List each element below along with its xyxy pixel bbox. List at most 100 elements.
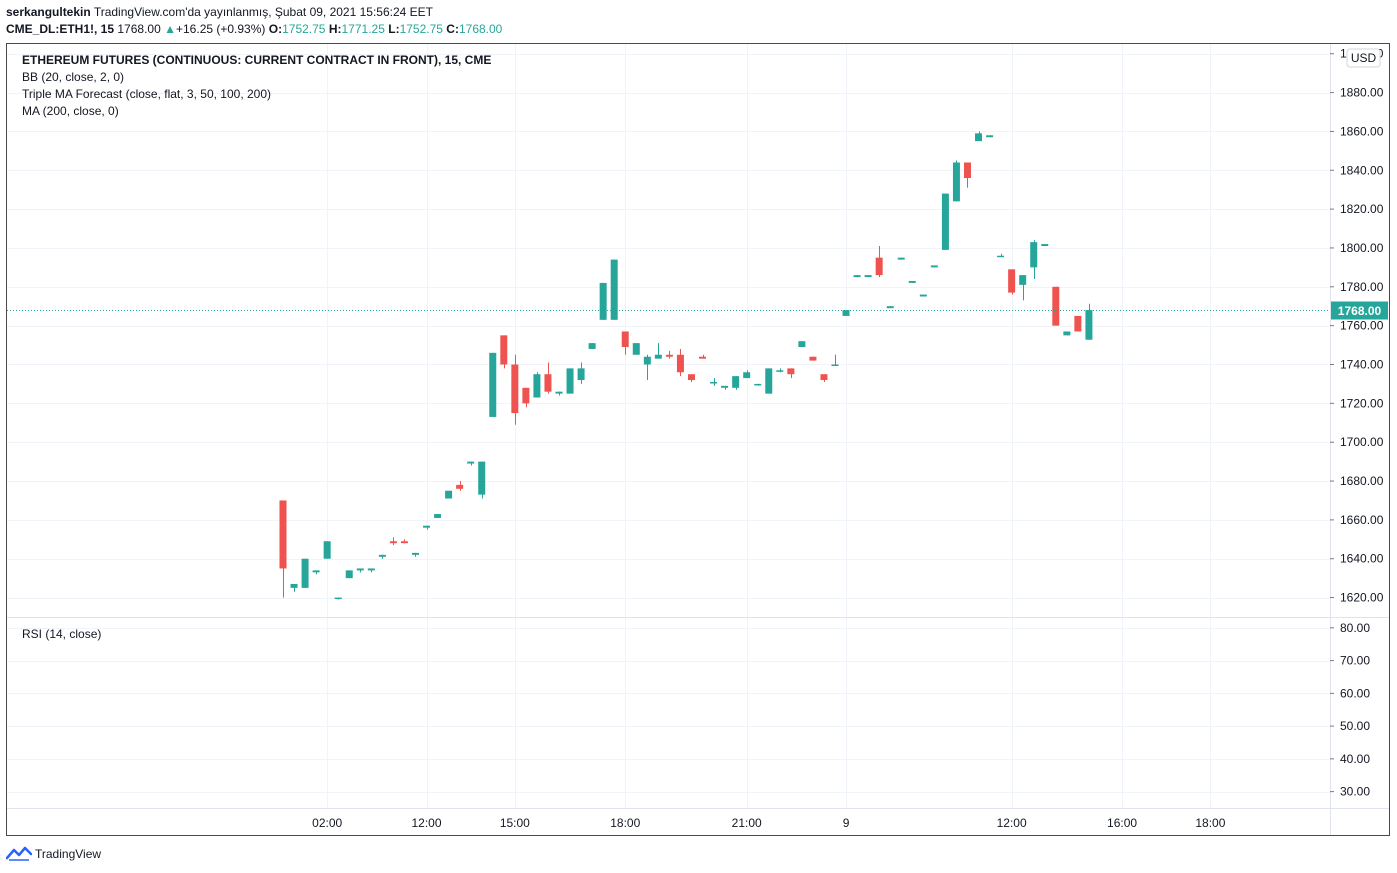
price-axis-label: 1680.00 <box>1340 474 1384 488</box>
candle-body[interactable] <box>621 331 629 348</box>
candle-body[interactable] <box>754 383 762 386</box>
candle-body[interactable] <box>963 162 971 179</box>
candle-body[interactable] <box>434 514 442 518</box>
candle-body[interactable] <box>445 490 453 499</box>
candle-body[interactable] <box>765 368 773 394</box>
candle-body[interactable] <box>643 356 651 365</box>
candle-body[interactable] <box>367 568 375 571</box>
candle-body[interactable] <box>1052 286 1060 326</box>
candle-body[interactable] <box>732 376 740 388</box>
candle-body[interactable] <box>610 259 618 320</box>
time-axis-label: 12:00 <box>997 816 1027 830</box>
price-axis-label: 1800.00 <box>1340 241 1384 255</box>
candle-body[interactable] <box>798 341 806 348</box>
candle-body[interactable] <box>400 541 408 544</box>
candle-body[interactable] <box>908 280 916 283</box>
candle-body[interactable] <box>411 552 419 555</box>
candle-body[interactable] <box>687 374 695 381</box>
series-title[interactable]: ETHEREUM FUTURES (CONTINUOUS: CURRENT CO… <box>22 53 492 67</box>
low-label: L: <box>388 22 400 36</box>
candle-body[interactable] <box>1030 242 1038 268</box>
candle-body[interactable] <box>952 162 960 202</box>
candle-body[interactable] <box>301 558 309 588</box>
candle-body[interactable] <box>489 352 497 417</box>
candle-body[interactable] <box>1074 315 1082 332</box>
candle-body[interactable] <box>456 484 464 489</box>
candle-body[interactable] <box>389 541 397 544</box>
candle-body[interactable] <box>886 306 894 309</box>
rsi-axis-label: 70.00 <box>1340 654 1370 668</box>
candle-body[interactable] <box>875 257 883 276</box>
candle-body[interactable] <box>533 374 541 398</box>
candle-body[interactable] <box>654 354 662 359</box>
candle-body[interactable] <box>632 343 640 355</box>
candle-body[interactable] <box>312 570 320 573</box>
publish-line: serkangultekin TradingView.com'da yayınl… <box>6 4 502 21</box>
brand-name[interactable]: TradingView <box>35 847 102 861</box>
last-price-badge <box>1331 301 1388 320</box>
indicator-rsi[interactable]: RSI (14, close) <box>22 627 102 641</box>
candle-body[interactable] <box>599 282 607 320</box>
candle-body[interactable] <box>897 257 905 260</box>
candle-body[interactable] <box>986 135 994 138</box>
candle-body[interactable] <box>467 461 475 464</box>
candle-body[interactable] <box>776 370 784 372</box>
candle-body[interactable] <box>930 265 938 268</box>
time-axis-label: 15:00 <box>500 816 530 830</box>
symbol-label[interactable]: CME_DL:ETH1!, 15 <box>6 22 115 36</box>
rsi-axis-label: 50.00 <box>1340 719 1370 733</box>
candle-body[interactable] <box>423 525 431 528</box>
candle-body[interactable] <box>1019 275 1027 285</box>
candle-body[interactable] <box>555 391 563 394</box>
price-axis-label: 1840.00 <box>1340 163 1384 177</box>
candle-body[interactable] <box>323 541 331 559</box>
indicator-bb[interactable]: BB (20, close, 2, 0) <box>22 70 125 84</box>
chart-frame[interactable]: 1900.001880.001860.001840.001820.001800.… <box>6 43 1390 836</box>
candle-body[interactable] <box>676 354 684 373</box>
candle-body[interactable] <box>290 583 298 588</box>
candle-body[interactable] <box>1041 244 1049 247</box>
candle-body[interactable] <box>820 374 828 381</box>
candle-body[interactable] <box>853 275 861 278</box>
candle-body[interactable] <box>975 133 983 142</box>
candle-body[interactable] <box>279 500 287 569</box>
rsi-axis-label: 80.00 <box>1340 621 1370 635</box>
candle-body[interactable] <box>378 554 386 557</box>
candle-body[interactable] <box>721 385 729 388</box>
candle-body[interactable] <box>334 597 342 600</box>
candle-body[interactable] <box>787 368 795 375</box>
currency-badge[interactable] <box>1346 48 1381 68</box>
candle-body[interactable] <box>919 294 927 297</box>
chart-canvas[interactable]: 1900.001880.001860.001840.001820.001800.… <box>7 44 1389 835</box>
candle-body[interactable] <box>1063 331 1071 336</box>
candle-body[interactable] <box>356 568 364 571</box>
candle-body[interactable] <box>1008 269 1016 293</box>
candle-body[interactable] <box>577 368 585 381</box>
candle-body[interactable] <box>710 381 718 384</box>
candle-body[interactable] <box>842 310 850 316</box>
indicator-ma[interactable]: MA (200, close, 0) <box>22 104 119 118</box>
candle-body[interactable] <box>544 374 552 392</box>
candle-body[interactable] <box>743 372 751 379</box>
candle-body[interactable] <box>478 461 486 495</box>
candle-body[interactable] <box>522 387 530 404</box>
author-name[interactable]: serkangultekin <box>6 5 91 19</box>
candle-body[interactable] <box>831 364 839 366</box>
candle-body[interactable] <box>665 354 673 357</box>
price-axis-label: 1760.00 <box>1340 319 1384 333</box>
candle-body[interactable] <box>345 570 353 579</box>
candle-body[interactable] <box>809 356 817 361</box>
candle-body[interactable] <box>699 356 707 359</box>
candle-body[interactable] <box>588 343 596 349</box>
candle-body[interactable] <box>941 193 949 250</box>
rsi-axis-label: 60.00 <box>1340 686 1370 700</box>
candle-body[interactable] <box>864 275 872 278</box>
candle-body[interactable] <box>997 255 1005 258</box>
candle-body[interactable] <box>1085 310 1093 340</box>
tradingview-logo-icon[interactable] <box>5 845 33 864</box>
currency-label[interactable]: USD <box>1351 51 1377 65</box>
indicator-triple-ma[interactable]: Triple MA Forecast (close, flat, 3, 50, … <box>22 87 271 101</box>
candle-body[interactable] <box>566 368 574 394</box>
candle-body[interactable] <box>500 335 508 365</box>
candle-body[interactable] <box>511 364 519 414</box>
